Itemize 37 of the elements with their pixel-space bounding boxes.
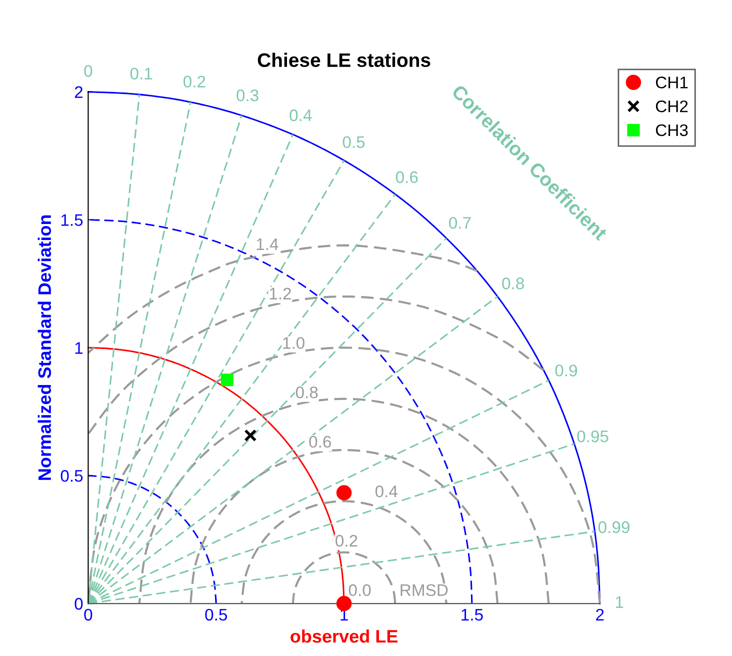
annotation: 1.2 — [270, 288, 291, 300]
annotation: 0.8 — [296, 386, 318, 398]
legend-label: CH3 — [656, 124, 688, 136]
annotation: 0.1 — [130, 68, 152, 80]
chart-title: Chiese LE stations — [258, 52, 430, 68]
annotation: 0.6 — [396, 171, 418, 184]
y-tick-label: 1 — [75, 342, 83, 354]
x-tick-label: 0 — [84, 608, 92, 621]
annotation: 0.5 — [342, 136, 365, 148]
annotation: 0.6 — [309, 436, 331, 448]
annotation: 0 — [84, 65, 92, 77]
annotation: 0.7 — [449, 216, 471, 229]
annotation: 1.4 — [256, 238, 278, 250]
y-tick-label: 2 — [74, 86, 83, 98]
annotation: 0.4 — [375, 486, 398, 498]
annotation: 0.2 — [336, 534, 358, 547]
annotation: 1 — [616, 596, 624, 608]
annotation: 0.0 — [348, 584, 371, 596]
y-tick-label: 1.5 — [61, 214, 83, 226]
y-tick-label: 0 — [74, 598, 83, 610]
annotation: 0.2 — [183, 76, 206, 88]
y-tick-label: 0.5 — [60, 470, 83, 482]
annotation: 0.99 — [598, 521, 630, 534]
annotation: 0.4 — [290, 109, 312, 122]
annotation: 0.8 — [502, 278, 524, 290]
annotation: 0.95 — [577, 430, 608, 442]
y-axis-title: Normalized Standard Deviation — [38, 215, 52, 480]
legend-label: CH1 — [656, 76, 688, 88]
annotation: 1.0 — [283, 337, 304, 349]
legend-label: CH2 — [656, 100, 688, 112]
x-tick-label: 1.5 — [462, 608, 483, 621]
annotation: 0.9 — [555, 364, 578, 376]
annotation: RMSD — [400, 584, 448, 596]
x-tick-label: 2 — [596, 608, 604, 620]
x-axis-title: observed LE — [290, 629, 398, 643]
x-tick-label: 0.5 — [205, 608, 228, 621]
annotation: 0.3 — [236, 90, 258, 102]
